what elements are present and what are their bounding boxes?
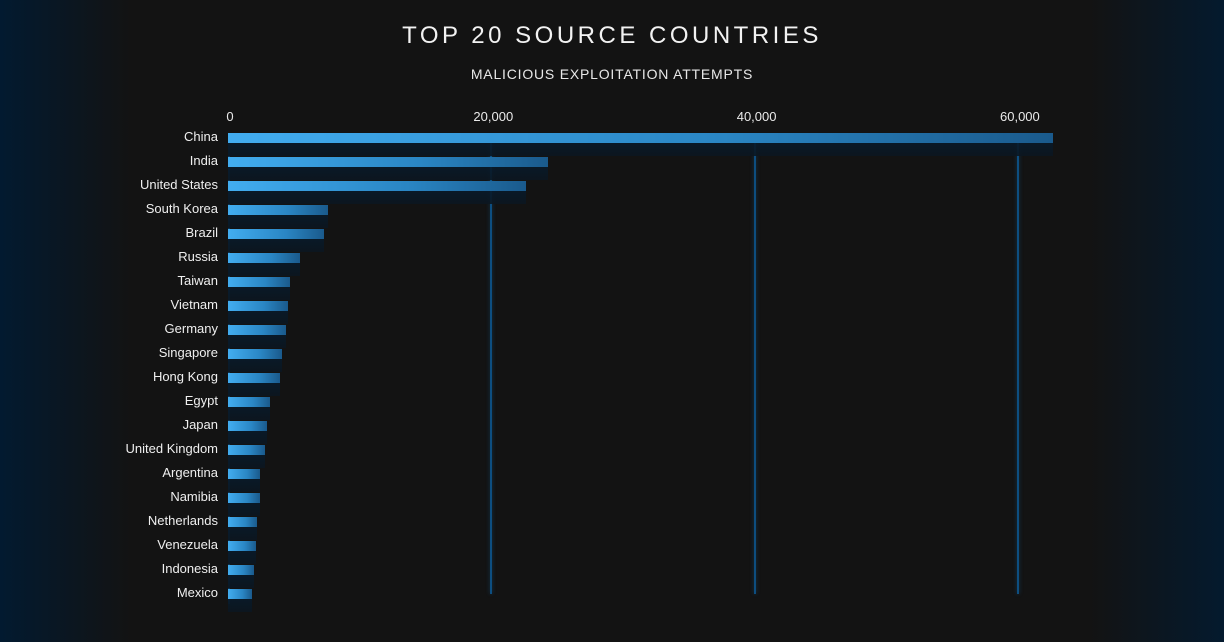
bar-row: China — [0, 129, 1224, 157]
bar-shadow — [228, 431, 267, 444]
bar-row: Indonesia — [0, 561, 1224, 589]
x-tick-label: 40,000 — [736, 109, 777, 124]
category-label: India — [189, 153, 218, 168]
bar-shadow — [228, 479, 261, 492]
bar-row: Russia — [0, 249, 1224, 277]
gridline — [753, 143, 756, 594]
bar-india[interactable] — [228, 157, 548, 167]
bar-egypt[interactable] — [228, 397, 271, 407]
bar-row: United States — [0, 177, 1224, 205]
category-label: United Kingdom — [125, 441, 219, 456]
bar-argentina[interactable] — [228, 469, 261, 479]
category-label: Brazil — [185, 225, 218, 240]
bar-row: Hong Kong — [0, 369, 1224, 397]
bar-netherlands[interactable] — [228, 517, 257, 527]
category-label: Germany — [164, 321, 218, 336]
category-label: Argentina — [162, 465, 218, 480]
bar-shadow — [228, 215, 329, 228]
bar-shadow — [228, 383, 280, 396]
bar-venezuela[interactable] — [228, 541, 256, 551]
bar-shadow — [228, 407, 271, 420]
category-label: Indonesia — [161, 561, 218, 576]
bar-shadow — [228, 335, 286, 348]
bar-shadow — [228, 503, 260, 516]
chart-title: TOP 20 SOURCE COUNTRIES — [402, 22, 822, 49]
bar-row: Singapore — [0, 345, 1224, 373]
bar-taiwan[interactable] — [228, 277, 290, 287]
bar-vietnam[interactable] — [228, 301, 288, 311]
bar-shadow — [228, 287, 290, 300]
bar-mexico[interactable] — [228, 589, 252, 599]
bar-china[interactable] — [228, 133, 1054, 143]
category-label: Hong Kong — [152, 369, 218, 384]
category-label: China — [184, 129, 218, 144]
bar-shadow — [228, 599, 252, 612]
category-label: Namibia — [170, 489, 218, 504]
bar-namibia[interactable] — [228, 493, 260, 503]
gridline — [1016, 143, 1019, 594]
chart-subtitle: MALICIOUS EXPLOITATION ATTEMPTS — [470, 66, 754, 82]
bar-singapore[interactable] — [228, 349, 282, 359]
bar-shadow — [228, 527, 257, 540]
bar-shadow — [228, 551, 256, 564]
bar-shadow — [228, 239, 325, 252]
bar-row: Mexico — [0, 585, 1224, 613]
bar-shadow — [228, 167, 548, 180]
category-label: Russia — [178, 249, 218, 264]
category-label: Taiwan — [177, 273, 218, 288]
bar-united-states[interactable] — [228, 181, 526, 191]
bar-row: India — [0, 153, 1224, 181]
bar-russia[interactable] — [228, 253, 301, 263]
bar-row: United Kingdom — [0, 441, 1224, 469]
x-tick-label: 20,000 — [473, 109, 514, 124]
bar-row: Venezuela — [0, 537, 1224, 565]
category-label: South Korea — [145, 201, 218, 216]
gridline — [490, 143, 493, 594]
bar-brazil[interactable] — [228, 229, 325, 239]
bar-shadow — [228, 191, 526, 204]
bar-shadow — [228, 311, 288, 324]
bar-row: Argentina — [0, 465, 1224, 493]
bar-shadow — [228, 575, 254, 588]
bar-row: Brazil — [0, 225, 1224, 253]
bar-japan[interactable] — [228, 421, 267, 431]
category-label: Japan — [182, 417, 218, 432]
category-label: United States — [139, 177, 218, 192]
bar-row: Taiwan — [0, 273, 1224, 301]
category-label: Netherlands — [147, 513, 218, 528]
bar-shadow — [228, 359, 282, 372]
category-label: Mexico — [176, 585, 218, 600]
x-tick-label: 0 — [226, 109, 234, 124]
bar-row: Germany — [0, 321, 1224, 349]
bar-shadow — [228, 455, 265, 468]
bar-row: Namibia — [0, 489, 1224, 517]
bar-united-kingdom[interactable] — [228, 445, 265, 455]
bar-row: Egypt — [0, 393, 1224, 421]
bar-germany[interactable] — [228, 325, 286, 335]
bar-indonesia[interactable] — [228, 565, 254, 575]
bar-row: Vietnam — [0, 297, 1224, 325]
bar-row: South Korea — [0, 201, 1224, 229]
bar-row: Netherlands — [0, 513, 1224, 541]
bar-shadow — [228, 143, 1054, 156]
bar-row: Japan — [0, 417, 1224, 445]
category-label: Singapore — [158, 345, 218, 360]
bar-south-korea[interactable] — [228, 205, 329, 215]
bar-shadow — [228, 263, 301, 276]
category-label: Venezuela — [157, 537, 218, 552]
bar-hong-kong[interactable] — [228, 373, 280, 383]
category-label: Egypt — [184, 393, 218, 408]
category-label: Vietnam — [170, 297, 218, 312]
x-tick-label: 60,000 — [1000, 109, 1040, 124]
